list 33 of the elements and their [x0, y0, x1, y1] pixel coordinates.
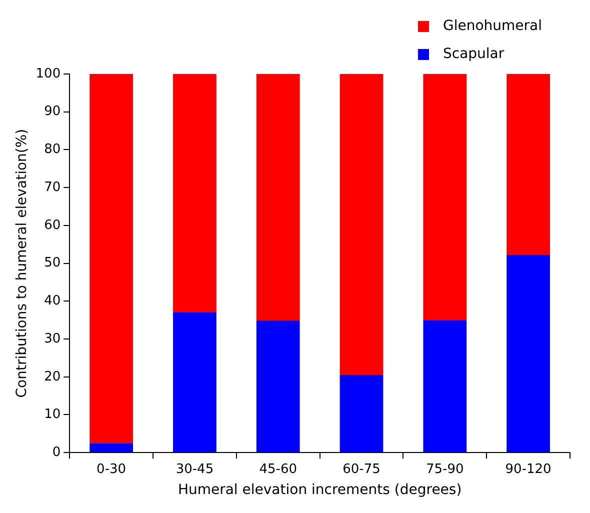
bar [340, 74, 384, 375]
bar [173, 312, 216, 452]
y-tick-label: 30 [44, 331, 61, 346]
x-tick-label: 30-45 [176, 462, 214, 477]
bar [256, 320, 300, 452]
x-tick-label: 90-120 [505, 462, 552, 477]
bar [340, 374, 384, 452]
legend-label: Scapular [442, 46, 504, 62]
y-tick-label: 40 [44, 294, 61, 309]
y-tick-label: 100 [36, 66, 61, 82]
y-tick-label: 90 [44, 104, 61, 120]
x-tick-label: 75-90 [426, 462, 464, 477]
y-tick-label: 20 [44, 369, 61, 384]
y-tick-label: 50 [44, 256, 61, 271]
y-tick-label: 60 [44, 218, 61, 233]
bar [506, 74, 550, 255]
y-tick-label: 10 [44, 407, 61, 422]
bar [173, 74, 216, 312]
bar [90, 74, 133, 444]
bar [90, 443, 133, 452]
bar [256, 74, 300, 320]
y-tick-label: 0 [52, 444, 61, 460]
bar [423, 320, 467, 452]
x-tick-label: 60-75 [342, 462, 380, 477]
x-tick-label: 0-30 [96, 462, 126, 477]
x-tick-label: 45-60 [259, 462, 297, 477]
x-axis-title: Humeral elevation increments (degrees) [178, 482, 462, 498]
y-tick-label: 70 [44, 180, 61, 195]
y-axis-title: Contributions to humeral elevation(%) [14, 128, 30, 398]
bar [506, 254, 550, 452]
legend-label: Glenohumeral [442, 18, 542, 34]
bar [423, 74, 467, 320]
y-tick-label: 80 [44, 142, 61, 158]
